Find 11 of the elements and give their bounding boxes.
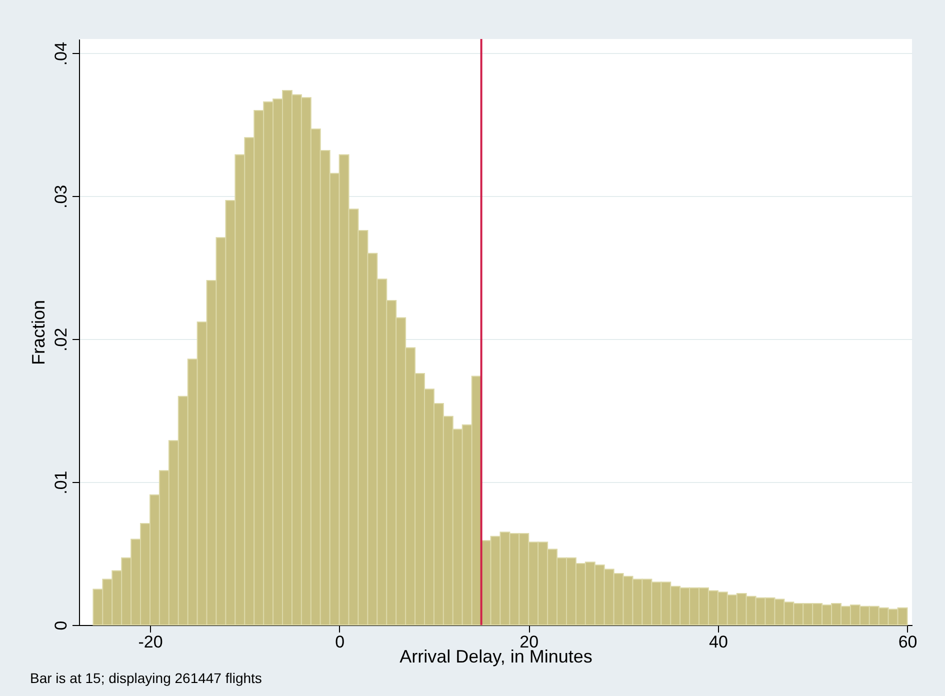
x-tick-label: 40: [708, 632, 728, 652]
y-tick-label: .03: [52, 184, 70, 209]
text: Bar is at 15; displaying 261447 flights: [30, 670, 262, 686]
x-tick-label: 0: [335, 632, 345, 652]
x-tick-label: -20: [138, 632, 163, 652]
y-axis-title: Fraction: [28, 300, 48, 366]
y-tick-label: .01: [52, 470, 70, 494]
y-tick-label: .04: [52, 42, 70, 66]
x-tick-label: 60: [898, 632, 918, 652]
y-tick-label: 0: [52, 620, 70, 630]
y-tick-label: .02: [52, 328, 70, 352]
